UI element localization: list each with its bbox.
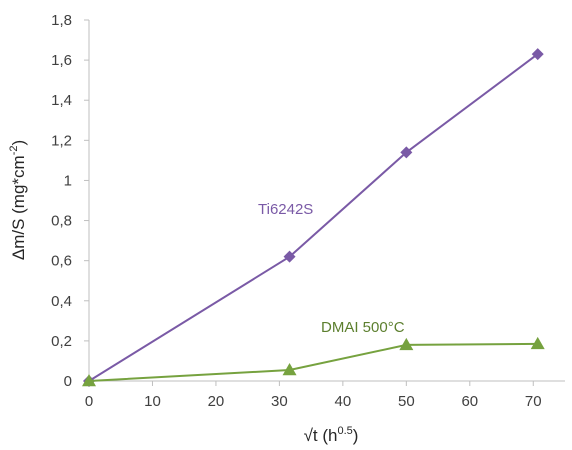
- x-tick-label: 20: [208, 393, 225, 410]
- x-tick-label: 60: [461, 393, 478, 410]
- x-tick-label: 70: [525, 393, 542, 410]
- x-tick-label: 40: [335, 393, 352, 410]
- y-tick-label: 0,8: [51, 213, 72, 230]
- y-tick-label: 1,8: [51, 12, 72, 29]
- y-tick-label: 1: [64, 172, 72, 189]
- y-tick-label: 1,6: [51, 52, 72, 69]
- y-tick-label: 0,6: [51, 253, 72, 270]
- data-point-triangle: [530, 336, 545, 350]
- x-tick-label: 50: [398, 393, 415, 410]
- y-axis-title: Δm/S (mg*cm-2): [8, 140, 28, 260]
- series-label-dmai: DMAI 500°C: [321, 319, 405, 336]
- data-point-diamond: [283, 250, 296, 263]
- series-line-0: [88, 53, 539, 382]
- data-point-diamond: [531, 48, 544, 61]
- data-point-diamond: [400, 146, 413, 159]
- x-tick-label: 0: [85, 393, 93, 410]
- series-layer: [82, 48, 545, 387]
- x-tick-label: 30: [271, 393, 288, 410]
- series-line-1: [88, 342, 538, 382]
- data-point-triangle: [399, 337, 414, 351]
- data-point-triangle: [282, 362, 297, 376]
- y-tick-label: 1,4: [51, 92, 72, 109]
- series-label-ti6242s: Ti6242S: [258, 201, 313, 218]
- y-tick-label: 0,4: [51, 293, 72, 310]
- x-axis-title: √t (h0.5): [304, 425, 359, 445]
- ticks-layer: 0 0,2 0,4 0,6 0,8 1 1,2 1,4 1,6 1,8 0 10 20 30 40 50 60 7…: [51, 12, 541, 410]
- x-tick-label: 10: [144, 393, 161, 410]
- data-point-triangle: [82, 374, 96, 387]
- y-tick-label: 0,2: [51, 333, 72, 350]
- y-tick-label: 0: [64, 373, 72, 390]
- y-tick-label: 1,2: [51, 132, 72, 149]
- axes-layer: [88, 20, 565, 382]
